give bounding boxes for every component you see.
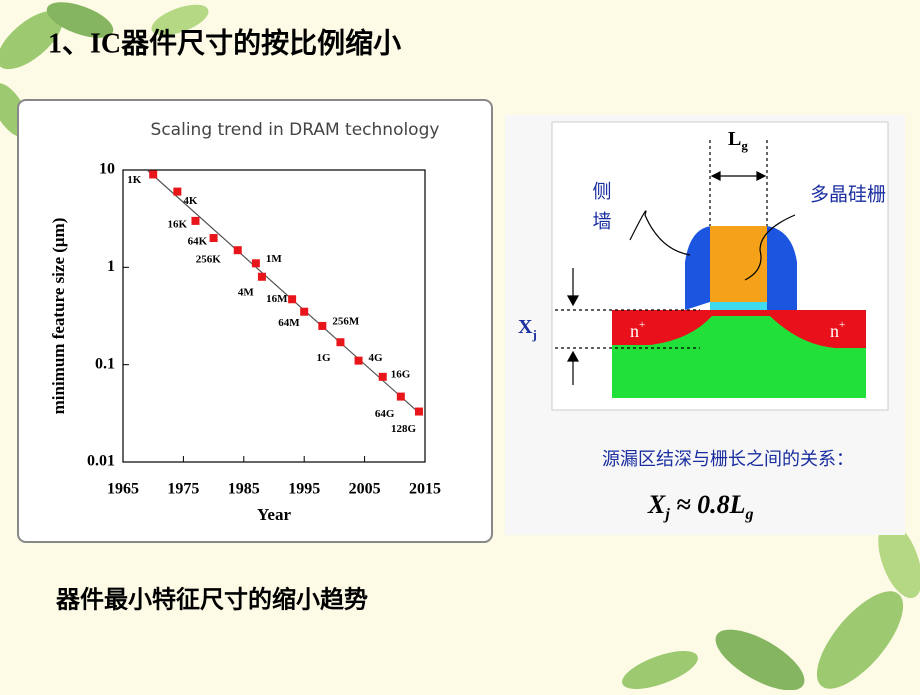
- data-point: [173, 187, 182, 196]
- x-axis-label: Year: [257, 505, 291, 524]
- point-label: 4M: [238, 286, 255, 298]
- point-label: 16M: [266, 293, 288, 305]
- data-point: [336, 338, 345, 347]
- trend-line: [146, 169, 420, 414]
- formula: Xj ≈ 0.8Lg: [647, 490, 753, 523]
- gate-length-sub: g: [741, 138, 748, 153]
- data-point: [396, 392, 405, 401]
- x-tick-label: 1965: [107, 481, 139, 498]
- junction-sub: j: [531, 327, 536, 342]
- data-point: [191, 216, 200, 225]
- y-tick-label: 0.01: [87, 453, 115, 470]
- junction-label: Xj: [518, 316, 537, 342]
- point-label: 128G: [391, 423, 417, 435]
- annotations: [555, 140, 796, 385]
- y-tick-label: 0.1: [95, 355, 115, 372]
- sidewall-label-2: 墙: [592, 210, 611, 232]
- device: [555, 140, 866, 398]
- relation-text: 源漏区结深与栅长之间的关系：: [602, 449, 854, 469]
- point-label: 4K: [183, 195, 198, 207]
- x-tick-label: 1975: [167, 481, 199, 498]
- doping-left: n+: [630, 319, 645, 342]
- y-tick-label: 1: [107, 258, 115, 275]
- gate-label: 多晶硅栅: [810, 183, 886, 205]
- point-label: 64M: [278, 317, 300, 329]
- point-label: 1M: [266, 253, 283, 265]
- point-label: 16G: [391, 368, 411, 380]
- junction-main: X: [518, 316, 533, 338]
- point-label: 4G: [369, 352, 384, 364]
- doping-main: n: [630, 321, 639, 341]
- x-tick-label: 1995: [288, 481, 320, 498]
- point-label: 16K: [167, 218, 187, 230]
- point-label: 64G: [375, 408, 395, 420]
- gate-length-label: Lg: [728, 128, 748, 153]
- x-tick-label: 1985: [228, 481, 260, 498]
- source-drain: [612, 310, 866, 348]
- data-point: [233, 246, 242, 255]
- gate: [710, 226, 767, 302]
- slide-title: 1、IC器件尺寸的按比例缩小: [48, 26, 401, 59]
- data-point: [149, 170, 158, 179]
- caption: 器件最小特征尺寸的缩小趋势: [55, 586, 368, 614]
- data-point: [354, 356, 363, 365]
- chart-title: Scaling trend in DRAM technology: [151, 120, 440, 140]
- point-label: 64K: [188, 236, 208, 248]
- point-label: 256M: [332, 315, 360, 327]
- formula-middle: ≈ 0.8L: [670, 490, 746, 519]
- x-tick-label: 2005: [349, 481, 381, 498]
- y-axis-label: minimum feature size (μm): [49, 218, 68, 415]
- data-point: [257, 272, 266, 281]
- data-point: [209, 234, 218, 243]
- gate-length-main: L: [728, 128, 741, 150]
- sidewall-label-1: 侧: [592, 180, 611, 202]
- data-point: [300, 307, 309, 316]
- chart: 0.01 0.1 1 10 1965 1975 1985 1995 2005 2015 1K 4K 16…: [87, 161, 441, 498]
- data-point: [318, 321, 327, 330]
- sidewall-spacer: [685, 226, 797, 310]
- formula-x: X: [647, 490, 666, 519]
- point-label: 1G: [316, 352, 331, 364]
- data-point: [288, 295, 297, 304]
- formula-j: j: [662, 506, 670, 523]
- formula-g: g: [744, 506, 753, 523]
- data-point: [414, 407, 423, 416]
- doping-right: n+: [830, 319, 845, 342]
- doping-main: n: [830, 321, 839, 341]
- plot-frame: [122, 169, 426, 463]
- point-label: 256K: [196, 254, 222, 266]
- doping-sup: +: [639, 319, 645, 331]
- y-tick-label: 10: [99, 161, 115, 178]
- point-label: 1K: [127, 174, 142, 186]
- doping-sup: +: [839, 319, 845, 331]
- data-point: [378, 372, 387, 381]
- gate-oxide: [710, 302, 767, 310]
- chart-panel: [17, 99, 493, 543]
- data-point: [251, 259, 260, 268]
- x-tick-label: 2015: [409, 481, 441, 498]
